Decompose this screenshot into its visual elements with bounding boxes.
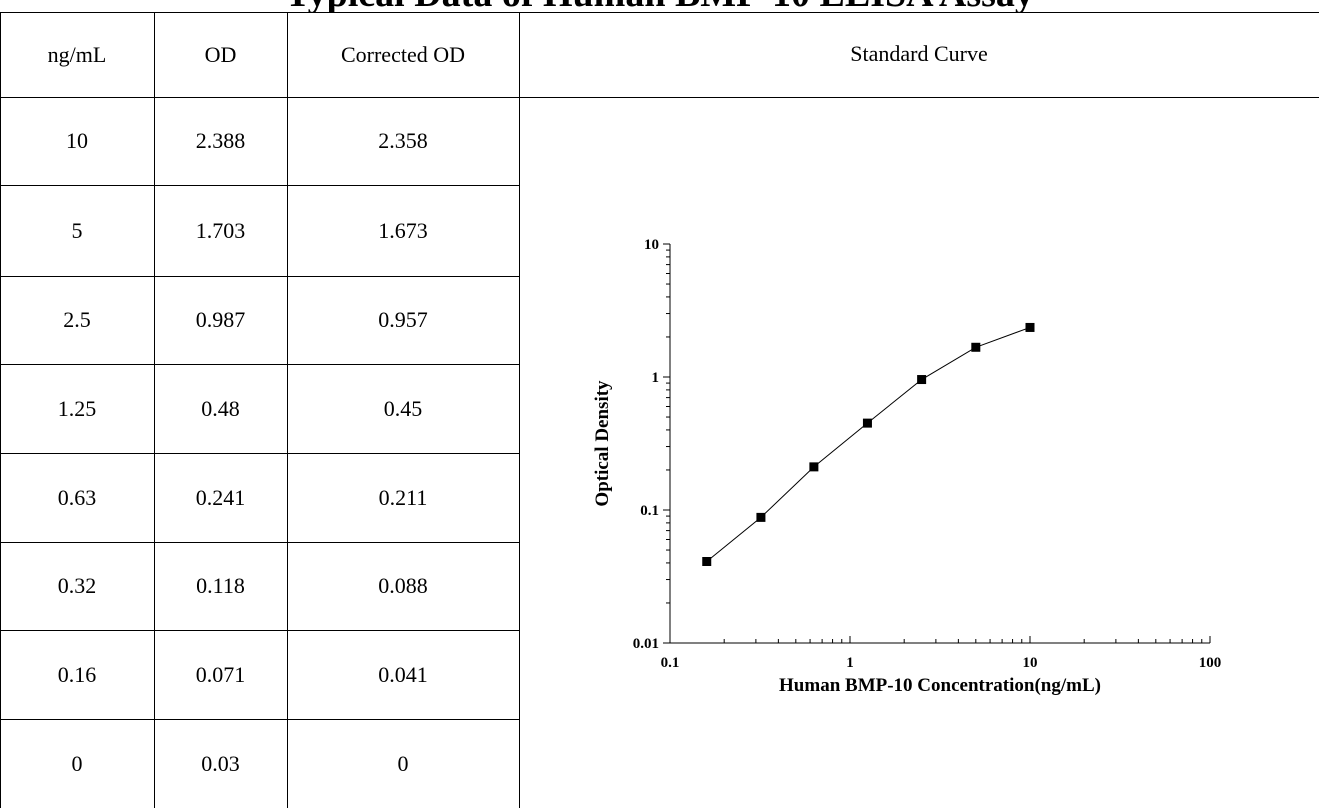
- data-point-marker: [917, 375, 927, 385]
- chart-divider: [519, 12, 520, 808]
- y-tick-label: 10: [644, 237, 659, 253]
- table-cell: 0.118: [196, 573, 245, 598]
- table-cell: 0.32: [57, 573, 97, 598]
- data-point-marker: [971, 342, 981, 352]
- page-title-strip: Typical Data of Human BMP-10 ELISA Assay: [0, 0, 1319, 12]
- table-cell: 0.957: [378, 307, 428, 332]
- table-header-cell: ng/mL: [47, 41, 107, 67]
- table-cell: 5: [71, 217, 83, 243]
- header-divider: [0, 97, 1319, 98]
- table-border-top: [0, 12, 1319, 13]
- row-divider: [0, 453, 519, 454]
- data-point-marker: [1025, 322, 1035, 332]
- y-tick-label: 0.1: [640, 503, 659, 519]
- page-title: Typical Data of Human BMP-10 ELISA Assay: [0, 0, 1319, 12]
- y-axis-label: Optical Density: [592, 380, 613, 507]
- table-header-cell: Corrected OD: [340, 41, 465, 67]
- table-cell: 0.241: [195, 484, 246, 510]
- table-cell: 0.16: [57, 661, 97, 687]
- table-cell: 2.358: [378, 128, 428, 153]
- table-cell: 0.987: [195, 307, 246, 332]
- data-point-marker: [862, 418, 872, 428]
- row-divider: [0, 719, 519, 720]
- data-point-marker: [809, 462, 819, 472]
- table-cell: 0.041: [378, 661, 428, 687]
- table-cell: 0.45: [383, 395, 423, 421]
- table-cell: 0: [71, 750, 83, 776]
- row-divider: [0, 276, 519, 277]
- table-cell: 1.673: [378, 217, 428, 243]
- x-tick-label: 10: [1023, 655, 1038, 671]
- row-divider: [0, 630, 519, 631]
- column-divider: [287, 12, 288, 808]
- table-cell: 0.088: [378, 573, 428, 598]
- table-cell: 0.63: [57, 484, 97, 510]
- table-cell: 1.25: [57, 395, 97, 421]
- table-cell: 0.071: [195, 661, 246, 687]
- table-cell: 10: [66, 128, 88, 153]
- data-point-marker: [756, 512, 766, 522]
- table-cell: 1.703: [195, 217, 246, 243]
- table-cell: 0.48: [201, 395, 240, 421]
- x-axis-label: Human BMP-10 Concentration(ng/mL): [779, 675, 1101, 696]
- column-divider: [0, 12, 1, 808]
- column-divider: [154, 12, 155, 808]
- x-tick-label: 100: [1199, 655, 1222, 671]
- x-tick-label: 1: [846, 655, 854, 671]
- series-line: [706, 326, 1031, 562]
- table-cell: 0: [397, 750, 409, 776]
- y-tick-label: 0.01: [633, 636, 659, 652]
- table-header-cell: OD: [204, 41, 237, 67]
- y-tick-label: 1: [652, 370, 660, 386]
- table-cell: 0.211: [378, 484, 428, 510]
- standard-curve-header: Standard Curve: [850, 41, 988, 66]
- data-point-marker: [702, 556, 712, 566]
- table-cell: 2.5: [63, 307, 91, 332]
- row-divider: [0, 364, 519, 365]
- x-tick-label: 0.1: [661, 655, 680, 671]
- row-divider: [0, 185, 519, 186]
- table-cell: 0.03: [201, 750, 240, 776]
- row-divider: [0, 542, 519, 543]
- table-cell: 2.388: [195, 128, 246, 153]
